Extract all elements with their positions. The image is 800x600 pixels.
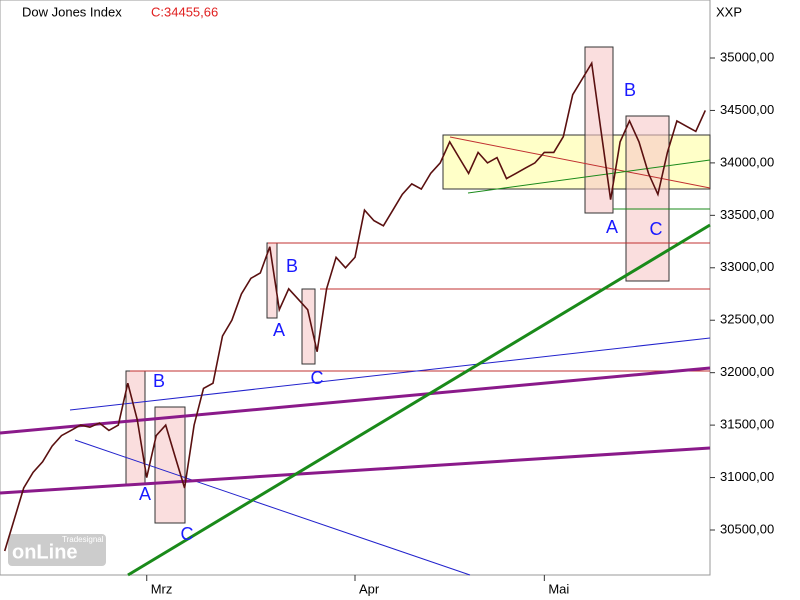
chart-title: Dow Jones Index <box>22 4 122 19</box>
box <box>625 115 670 282</box>
y-tick-label: 34000,00 <box>720 154 774 169</box>
x-tick-label: Apr <box>359 581 380 596</box>
wave-label: A <box>606 217 618 237</box>
box <box>301 288 316 365</box>
price-line <box>3 60 707 552</box>
symbol: XXP <box>716 4 742 19</box>
y-tick-label: 33000,00 <box>720 259 774 274</box>
logo <box>8 534 106 566</box>
wave-label: C <box>650 219 663 239</box>
logo-small: Tradesignal <box>62 535 104 544</box>
y-tick-label: 30500,00 <box>720 521 774 536</box>
y-tick-label: 34500,00 <box>720 102 774 117</box>
y-tick-label: 31000,00 <box>720 469 774 484</box>
wave-label: C <box>181 524 194 544</box>
channel-line <box>0 446 711 495</box>
y-tick-label: 31500,00 <box>720 417 774 432</box>
wave-label: B <box>286 256 298 276</box>
trend-line <box>127 223 711 577</box>
wave-label: C <box>311 368 324 388</box>
last-close: C:34455,66 <box>151 4 218 19</box>
x-tick-label: Mai <box>548 581 569 596</box>
wave-label: B <box>153 371 165 391</box>
trend-line <box>467 159 711 194</box>
trend-line <box>449 136 711 189</box>
y-tick-label: 35000,00 <box>720 49 774 64</box>
wave-label: A <box>273 320 285 340</box>
y-tick-label: 32000,00 <box>720 364 774 379</box>
logo-big: onLine <box>12 541 78 563</box>
y-tick-label: 32500,00 <box>720 312 774 327</box>
wave-label: B <box>624 80 636 100</box>
trend-line <box>74 439 471 576</box>
box <box>154 406 186 524</box>
y-tick-label: 33500,00 <box>720 207 774 222</box>
trend-line <box>69 337 711 411</box>
wave-label: A <box>139 484 151 504</box>
x-tick-label: Mrz <box>151 581 173 596</box>
